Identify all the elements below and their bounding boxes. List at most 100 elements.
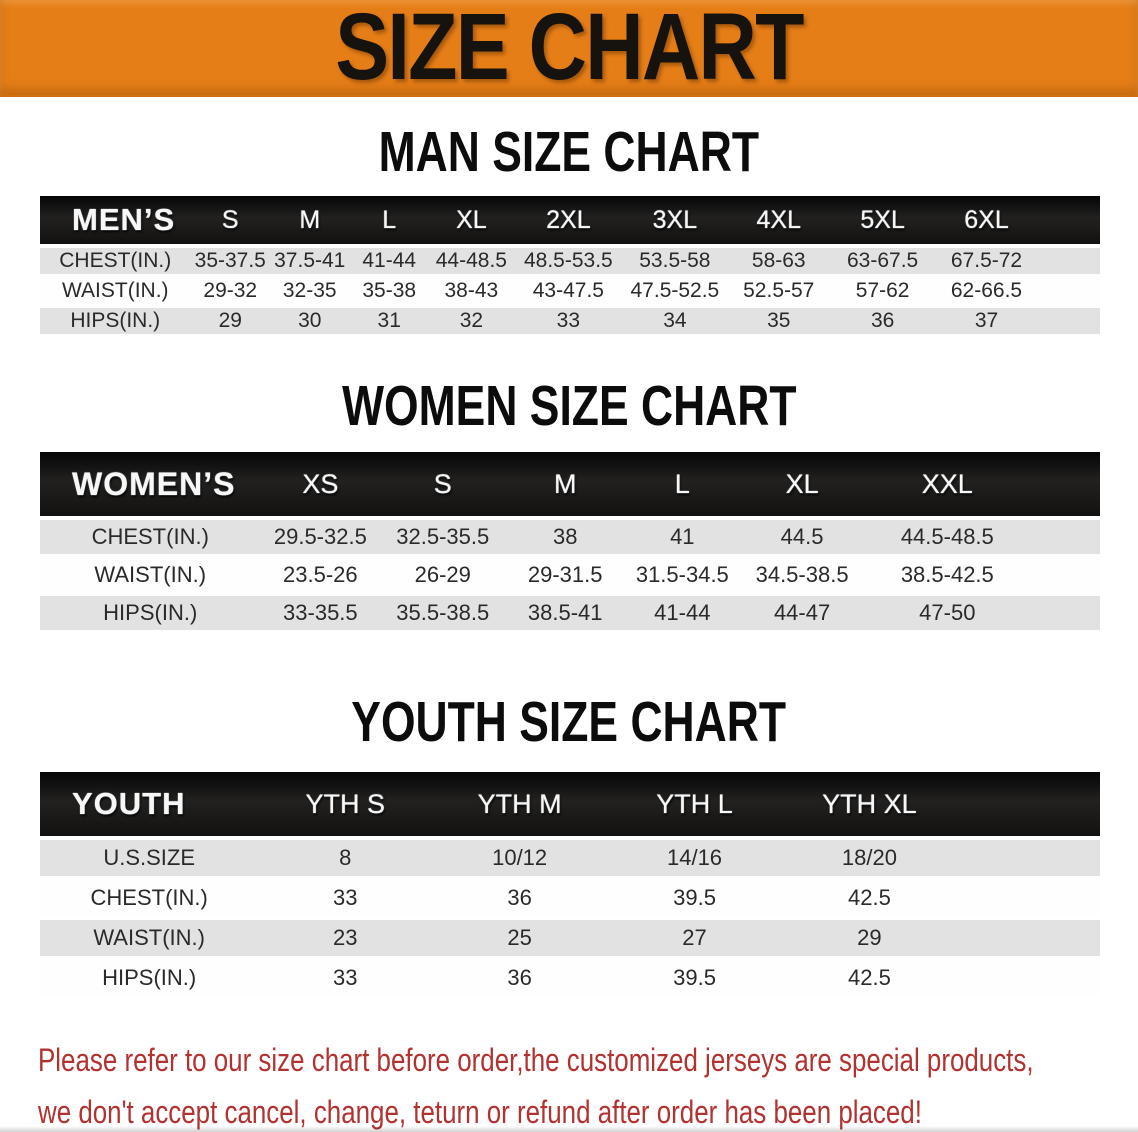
table-row: WAIST(IN.) 29-32 32-35 35-38 38-43 43-47… [40,274,1100,304]
size-cell: 44.5-48.5 [864,516,1030,554]
disclaimer-line-2: we don't accept cancel, change, teturn o… [38,1094,922,1130]
youth-section-heading: YOUTH SIZE CHART [0,694,1138,751]
spacer-cell [1038,274,1100,304]
size-cell: 63-67.5 [830,244,935,274]
size-cell: 37.5-41 [270,244,350,274]
row-label: CHEST(IN.) [40,244,191,274]
size-cell: 39.5 [607,876,782,916]
size-cell: 48.5-53.5 [513,244,623,274]
size-cell: 30 [270,304,350,334]
size-cell: 35.5-38.5 [380,592,506,630]
size-cell: 32 [428,304,514,334]
size-column-header: S [190,196,270,244]
size-column-header: S [380,452,506,516]
size-cell: 38.5-42.5 [864,554,1030,592]
size-cell: 35-37.5 [190,244,270,274]
row-label: WAIST(IN.) [40,916,259,956]
size-column-header: XL [428,196,514,244]
size-cell: 10/12 [432,836,608,876]
size-cell: 31 [349,304,429,334]
size-chart-banner: SIZE CHART [0,0,1138,97]
size-cell: 29.5-32.5 [260,516,381,554]
size-cell: 53.5-58 [622,244,727,274]
size-column-header: YTH L [607,772,782,836]
size-cell: 29-31.5 [505,554,626,592]
row-label: HIPS(IN.) [40,592,261,630]
women-section-heading: WOMEN SIZE CHART [0,378,1138,435]
size-column-header: 5XL [830,196,935,244]
size-cell: 26-29 [380,554,506,592]
women-size-table: WOMEN’S XS S M L XL XXL CHEST(IN.) 29.5-… [40,452,1100,630]
size-cell: 35-38 [349,274,429,304]
size-cell: 38.5-41 [505,592,626,630]
spacer-cell [1038,244,1100,274]
table-row: U.S.SIZE 8 10/12 14/16 18/20 [40,836,1100,876]
size-column-header: L [625,452,740,516]
size-cell: 33 [258,956,433,996]
spacer-cell [1038,196,1100,244]
row-label: HIPS(IN.) [40,304,191,334]
table-row: HIPS(IN.) 29 30 31 32 33 34 35 36 37 [40,304,1100,334]
size-cell: 44-47 [739,592,865,630]
size-cell: 36 [432,956,608,996]
size-column-header: 3XL [622,196,727,244]
size-cell: 62-66.5 [934,274,1039,304]
size-cell: 42.5 [781,876,957,916]
size-cell: 39.5 [607,956,782,996]
size-cell: 47.5-52.5 [622,274,727,304]
size-cell: 47-50 [864,592,1030,630]
man-section-heading: MAN SIZE CHART [0,124,1138,181]
size-cell: 42.5 [781,956,957,996]
size-cell: 41-44 [349,244,429,274]
size-cell: 25 [432,916,608,956]
size-cell: 29 [190,304,270,334]
size-cell: 33 [258,876,433,916]
men-corner-label: MEN’S [40,196,191,244]
table-row: HIPS(IN.) 33 36 39.5 42.5 [40,956,1100,996]
size-cell: 34 [622,304,727,334]
size-cell: 23 [258,916,433,956]
size-cell: 31.5-34.5 [625,554,740,592]
size-cell: 23.5-26 [260,554,381,592]
disclaimer-line-1: Please refer to our size chart before or… [38,1042,1034,1078]
size-column-header: XXL [864,452,1030,516]
size-column-header: YTH XL [781,772,957,836]
spacer-cell [1038,304,1100,334]
size-cell: 34.5-38.5 [739,554,865,592]
size-column-header: 4XL [726,196,831,244]
row-label: U.S.SIZE [40,836,259,876]
size-cell: 36 [830,304,935,334]
row-label: CHEST(IN.) [40,516,261,554]
spacer-cell [1029,452,1100,516]
size-cell: 29 [781,916,957,956]
size-cell: 37 [934,304,1039,334]
men-size-table: MEN’S S M L XL 2XL 3XL 4XL 5XL 6XL CHEST… [40,196,1100,334]
women-header-row: WOMEN’S XS S M L XL XXL [40,452,1100,516]
spacer-cell [956,772,1100,836]
table-row: CHEST(IN.) 35-37.5 37.5-41 41-44 44-48.5… [40,244,1100,274]
row-label: HIPS(IN.) [40,956,259,996]
women-section-heading-text: WOMEN SIZE CHART [341,374,797,438]
spacer-cell [956,876,1100,916]
size-column-header: XS [260,452,381,516]
size-column-header: M [505,452,626,516]
spacer-cell [956,836,1100,876]
spacer-cell [1029,592,1100,630]
table-row: CHEST(IN.) 33 36 39.5 42.5 [40,876,1100,916]
youth-header-row: YOUTH YTH S YTH M YTH L YTH XL [40,772,1100,836]
spacer-cell [1029,554,1100,592]
size-cell: 32.5-35.5 [380,516,506,554]
size-cell: 33 [513,304,623,334]
size-cell: 67.5-72 [934,244,1039,274]
size-cell: 41-44 [625,592,740,630]
spacer-cell [1029,516,1100,554]
size-cell: 44.5 [739,516,865,554]
row-label: CHEST(IN.) [40,876,259,916]
size-column-header: 2XL [513,196,623,244]
size-column-header: XL [739,452,865,516]
size-cell: 14/16 [607,836,782,876]
size-cell: 44-48.5 [428,244,514,274]
size-cell: 57-62 [830,274,935,304]
size-column-header: 6XL [934,196,1039,244]
